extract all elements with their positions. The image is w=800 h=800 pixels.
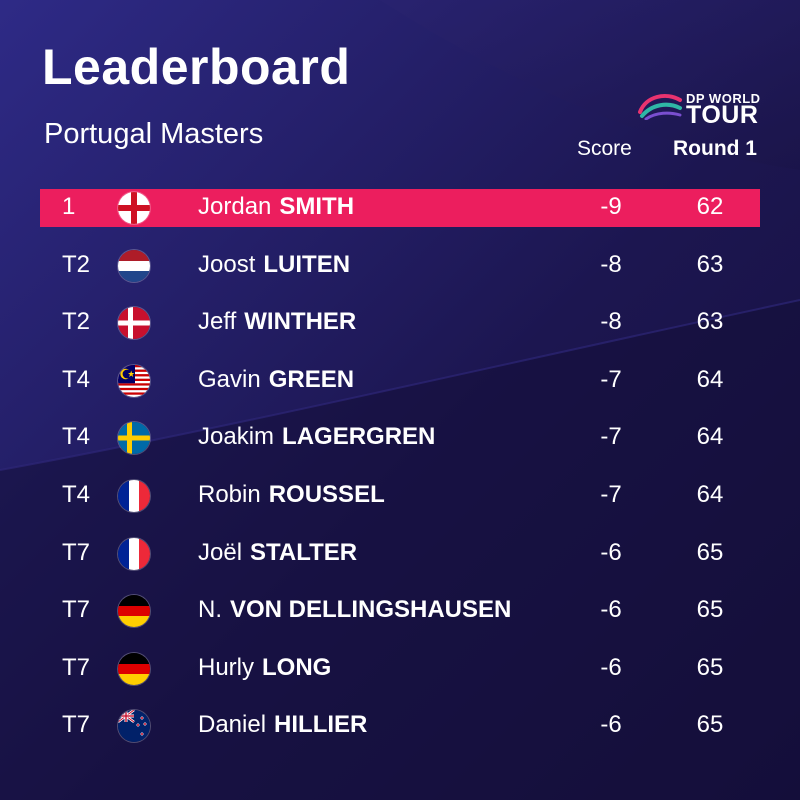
position: T4 [62, 481, 91, 508]
total-score: -7 [600, 365, 622, 393]
total-score: -8 [600, 250, 622, 278]
leaderboard-row: T4 Robin ROUSSEL -7 64 [40, 477, 760, 515]
position: T2 [62, 308, 91, 336]
position: T2 [62, 250, 91, 278]
total-score: -6 [600, 596, 622, 624]
round-score: 63 [696, 250, 724, 278]
total-score: -8 [600, 308, 622, 336]
player-last-name: LONG [262, 653, 332, 681]
player-first-name: Joost [198, 250, 256, 278]
logo-text-line2: TOUR [686, 101, 759, 129]
round-score: 64 [696, 423, 724, 451]
total-score: -6 [600, 711, 622, 739]
player-last-name: GREEN [268, 365, 355, 393]
position: T7 [62, 538, 91, 566]
leaderboard-row: T2 Jeff WINTHER -8 63 [40, 304, 760, 342]
player-name: Robin ROUSSEL [198, 481, 385, 509]
player-name: Jordan SMITH [198, 193, 354, 221]
player-name: Hurly LONG [198, 654, 331, 682]
round-score: 62 [696, 193, 724, 220]
player-last-name: SMITH [279, 193, 355, 220]
player-first-name: Hurly [198, 653, 255, 681]
player-name: Gavin GREEN [198, 366, 354, 394]
player-name: Joakim LAGERGREN [198, 423, 435, 451]
total-score: -6 [600, 653, 622, 681]
sweden-flag-icon [118, 422, 150, 455]
round-score: 64 [696, 481, 724, 508]
player-first-name: Daniel [198, 711, 267, 739]
netherlands-flag-icon [118, 249, 150, 282]
player-last-name: VON DELLINGSHAUSEN [230, 596, 512, 624]
germany-flag-icon [118, 652, 150, 685]
round-score: 64 [696, 365, 724, 393]
position: 1 [62, 193, 76, 220]
position: T4 [62, 423, 91, 451]
player-last-name: STALTER [250, 538, 358, 566]
position: T7 [62, 711, 91, 739]
england-flag-icon [118, 192, 150, 224]
germany-flag-icon [118, 595, 150, 628]
player-name: Joost LUITEN [198, 251, 350, 279]
player-first-name: Jeff [198, 308, 237, 336]
france-flag-icon [118, 480, 150, 512]
leaderboard-row: T7 N. VON DELLINGSHAUSEN -6 65 [40, 592, 760, 630]
leader-row: 1 Jordan SMITH -9 62 [40, 189, 760, 227]
player-first-name: Joël [198, 538, 243, 566]
leaderboard-row: T4 Gavin GREEN -7 64 [40, 362, 760, 400]
total-score: -7 [600, 481, 622, 508]
denmark-flag-icon [118, 307, 150, 340]
score-column-header: Score [577, 137, 632, 160]
player-last-name: HILLIER [274, 711, 368, 739]
player-last-name: LUITEN [263, 250, 351, 278]
round-score: 63 [696, 308, 724, 336]
leaderboard-row: T4 Joakim LAGERGREN -7 64 [40, 419, 760, 457]
france-flag-icon [118, 537, 150, 570]
tournament-name: Portugal Masters [44, 118, 264, 150]
player-first-name: Robin [198, 481, 261, 508]
leaderboard-row: T2 Joost LUITEN -8 63 [40, 247, 760, 285]
position: T7 [62, 653, 91, 681]
player-first-name: N. [198, 596, 222, 624]
dp-world-tour-logo-icon [638, 94, 682, 120]
page-title: Leaderboard [42, 39, 351, 95]
leaderboard-row: T7 Daniel HILLIER -6 65 [40, 707, 760, 745]
round-score: 65 [696, 653, 724, 681]
dp-world-tour-logo: DP WORLD TOUR [636, 88, 766, 129]
round-score: 65 [696, 596, 724, 624]
leaderboard-row: T7 Hurly LONG -6 65 [40, 650, 760, 688]
position: T7 [62, 596, 91, 624]
round-column-header: Round 1 [673, 137, 757, 160]
player-name: Jeff WINTHER [198, 308, 356, 336]
round-score: 65 [696, 711, 724, 739]
player-name: Joël STALTER [198, 539, 357, 567]
total-score: -6 [600, 538, 622, 566]
player-first-name: Jordan [198, 193, 272, 220]
leaderboard-row: T7 Joël STALTER -6 65 [40, 535, 760, 573]
player-last-name: LAGERGREN [282, 423, 436, 451]
total-score: -9 [600, 193, 622, 220]
player-name: N. VON DELLINGSHAUSEN [198, 596, 511, 624]
player-last-name: WINTHER [244, 308, 357, 336]
player-name: Daniel HILLIER [198, 711, 367, 739]
new-zealand-flag-icon [118, 710, 150, 743]
player-last-name: ROUSSEL [268, 481, 385, 508]
total-score: -7 [600, 423, 622, 451]
malaysia-flag-icon [118, 364, 150, 397]
logo-text-line1: DP WORLD [686, 91, 761, 106]
player-first-name: Joakim [198, 423, 275, 451]
player-first-name: Gavin [198, 365, 261, 393]
position: T4 [62, 365, 91, 393]
round-score: 65 [696, 538, 724, 566]
